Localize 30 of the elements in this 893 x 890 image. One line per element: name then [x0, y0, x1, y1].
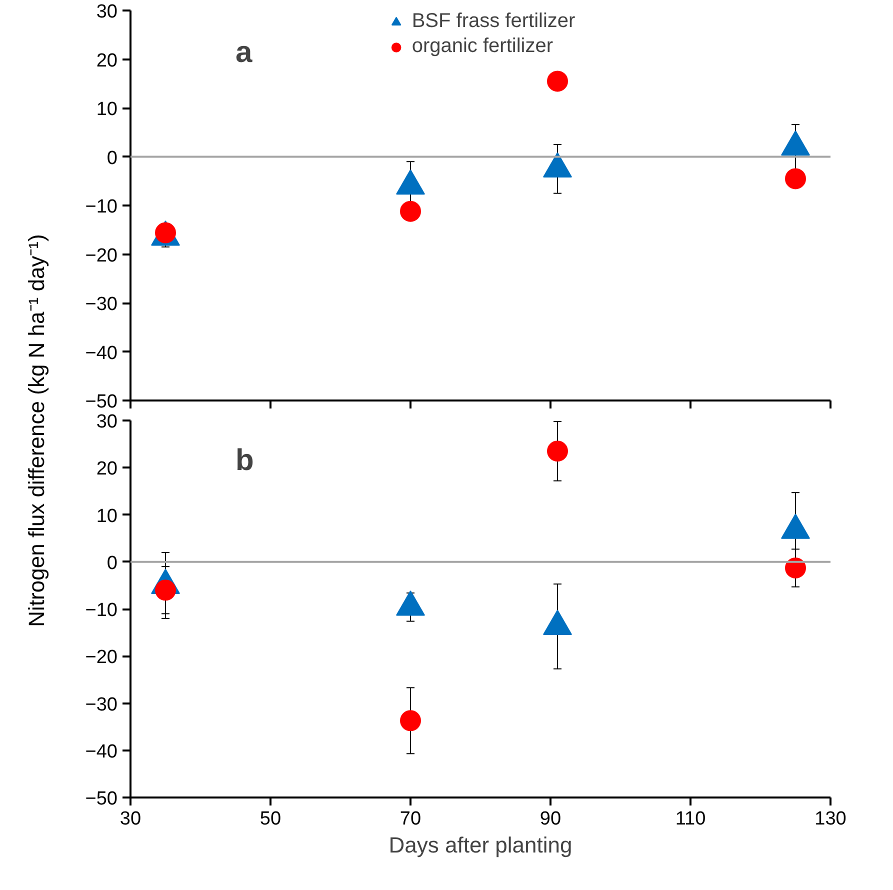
y-tick-label: 20: [96, 50, 118, 72]
y-tick-label: −20: [85, 647, 118, 668]
x-tick-label: 110: [675, 808, 706, 830]
x-axis-title: Days after planting: [388, 832, 572, 858]
y-tick-label: −20: [85, 245, 118, 266]
legend-label: organic fertilizer: [412, 35, 553, 58]
y-tick-label: −50: [85, 788, 118, 810]
y-tick-label: −30: [85, 694, 118, 716]
x-tick-label: 130: [814, 808, 846, 830]
y-tick-label: 30: [96, 2, 118, 22]
y-tick-label: −10: [85, 600, 118, 621]
y-tick-label: −40: [85, 342, 118, 364]
x-tick-label: 50: [260, 808, 282, 830]
y-tick-label: −30: [85, 294, 118, 315]
legend-label: BSF frass fertilizer: [412, 10, 576, 33]
x-tick-label: 30: [120, 808, 142, 830]
y-tick-label: 0: [106, 552, 118, 574]
annotation: a: [236, 36, 252, 69]
y-tick-label: −10: [85, 196, 118, 218]
x-tick-label: 70: [400, 808, 422, 830]
y-tick-label: −40: [85, 741, 118, 762]
y-tick-label: 0: [106, 148, 118, 169]
y-tick-label: 10: [96, 506, 118, 527]
y-tick-label: 30: [96, 412, 118, 432]
y-axis-title: Nitrogen flux difference (kg N ha⁻¹ day⁻¹): [24, 234, 49, 627]
y-tick-label: −50: [85, 392, 118, 412]
annotation: b: [236, 444, 254, 478]
y-tick-label: 10: [96, 99, 118, 120]
x-tick-label: 90: [540, 808, 562, 830]
y-tick-label: 20: [96, 458, 118, 480]
